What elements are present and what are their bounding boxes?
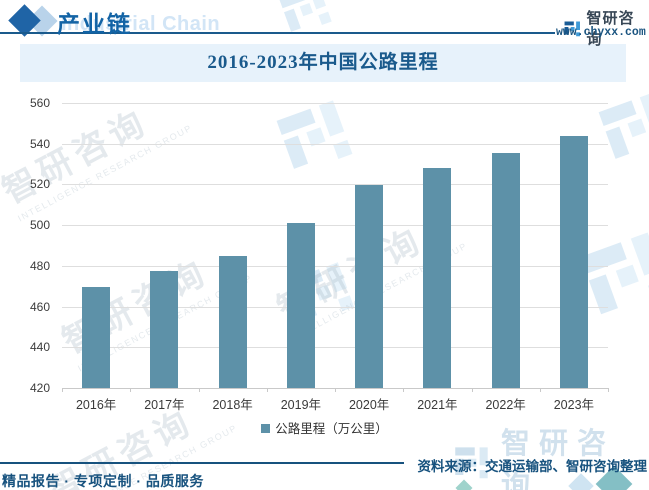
x-tick-label: 2019年 [280,398,322,412]
x-axis-tick [539,388,541,392]
bar-cell [540,103,608,388]
x-axis-tick [266,388,268,392]
x-axis-tick [608,388,609,392]
x-tick-label: 2020年 [348,398,390,412]
y-tick-label: 520 [29,177,50,192]
brand-logo: 智研咨询 [563,7,649,49]
bar-cell [472,103,540,388]
brand-name: 智研咨询 [586,10,635,48]
x-axis-tick [335,388,336,392]
y-tick-label: 460 [29,299,50,314]
gridline [62,265,608,267]
gridline [62,225,608,227]
bar-cell [199,103,267,388]
legend-swatch [261,424,271,433]
y-tick-label: 420 [29,381,50,395]
bar [82,287,111,388]
chart-title-banner: 2016-2023年中国公路里程 [20,44,626,82]
bar [491,152,520,388]
website-url: www.chyxx.com [556,26,646,39]
legend-label: 公路里程（万公里） [275,422,388,436]
data-source: 资料来源：交通运输部、智研咨询整理 [417,459,648,474]
plot-area [62,103,609,392]
footer-divider [0,462,404,464]
gridline [62,103,608,104]
bar [286,222,315,388]
y-tick-label: 500 [29,218,50,233]
header-divider [0,32,555,34]
legend: 公路里程（万公里） [0,420,649,438]
chart-title: 2016-2023年中国公路里程 [207,52,439,73]
x-tick-label: 2021年 [417,398,458,412]
footer-slogan: 精品报告 · 专项定制 · 品质服务 [2,473,204,489]
bar [355,184,384,388]
section-title: 产业链 [57,11,132,37]
x-axis-tick [130,388,132,392]
gridline [62,347,608,349]
y-tick-label: 560 [29,96,50,110]
x-tick-label: 2016年 [75,398,117,412]
x-axis-tick [62,388,63,392]
bar [423,167,452,388]
y-tick-label: 440 [29,340,50,355]
bar [150,271,179,388]
bars [62,103,608,388]
page-header: Industrial Chain 产业链 智研咨询 www.chyxx.com [0,0,649,48]
watermark-brand: 智研咨询 [500,428,615,490]
y-tick-label: 480 [29,258,50,273]
x-axis: 2016年 2017年 2018年 2019年 2020年 2021年 2022年 2023年 [62,394,608,413]
gridline [62,306,608,308]
x-axis-tick [471,388,473,392]
y-tick-label: 540 [29,136,50,151]
footer-brand-watermark: 智研咨询 [452,420,649,490]
x-tick-label: 2017年 [144,398,185,412]
page-footer: 资料来源：交通运输部、智研咨询整理 精品报告 · 专项定制 · 品质服务 [0,450,649,490]
x-axis-tick [403,388,405,392]
x-axis-tick [198,388,200,392]
gridline [62,143,608,145]
x-tick-label: 2022年 [485,398,526,412]
bar-cell [335,103,403,388]
gridline [62,184,608,186]
bar-cell [403,103,471,388]
y-axis: 420 440 460 480 500 520 540 560 [20,96,50,395]
bar-cell [62,103,130,388]
bar [218,256,247,388]
bar-cell [267,103,335,388]
x-tick-label: 2018年 [212,398,253,412]
x-tick-label: 2023年 [553,398,595,412]
bar-cell [130,103,198,388]
section-title-en: Industrial Chain [61,13,221,35]
bar [559,136,588,388]
